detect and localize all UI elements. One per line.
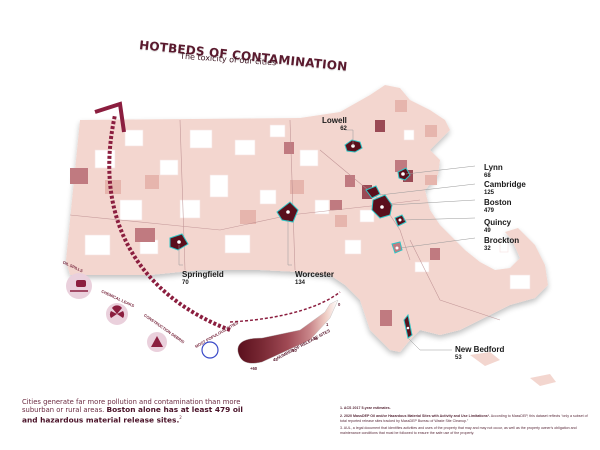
city-label-cambridge: Cambridge 125 [484,180,526,196]
city-label-boston: Boston 479 [484,198,512,214]
scale-tick-0: 0 [338,302,341,307]
footnote-3: 3. AUL, a legal document that identifies… [340,426,577,435]
populous-cities-symbol [201,341,219,359]
city-label-brockton: Brockton 32 [484,236,520,252]
scale-tick-60: +60 [250,366,258,371]
city-label-springfield: Springfield 70 [182,270,224,286]
city-label-lowell: Lowell 62 [322,116,347,132]
scale-tick-30: 30 [292,348,297,353]
footnotes: 1. ACS 2017 5-year estimates. 2. 2020 Ma… [340,406,590,439]
trend-arrow-arc [107,114,231,332]
chemical-leaks-icon-badge [106,303,128,325]
city-label-worcester: Worcester 134 [295,270,334,286]
scale-tick-45: 45 [273,357,278,362]
trend-arrow-head [94,101,126,133]
construction-debris-icon-badge [147,332,167,352]
scale-tick-1: 1 [326,322,329,327]
city-label-lynn: Lynn 68 [484,163,503,179]
title-block: HOTBEDS OF CONTAMINATION The toxicity of… [139,38,349,78]
state-shape [66,85,548,352]
oil-spills-icon-badge [66,273,92,299]
summary-text: Cities generate far more pollution and c… [22,398,243,425]
legend-dashed-arc [229,291,341,323]
nantucket [530,374,556,386]
city-shape-cambridge [365,185,381,199]
release-sites-scale [237,299,339,364]
marthas-vineyard [470,352,500,366]
city-label-new-bedford: New Bedford 53 [455,345,505,361]
footnote-1: 1. ACS 2017 5-year estimates. [340,406,391,410]
footnote-2: 2. 2020 MassDEP Oil and/or Hazardous Mat… [340,413,588,423]
city-label-quincy: Quincy 49 [484,218,512,234]
scale-tick-15: 15 [313,336,318,341]
city-shape-new-bedford [403,313,413,339]
